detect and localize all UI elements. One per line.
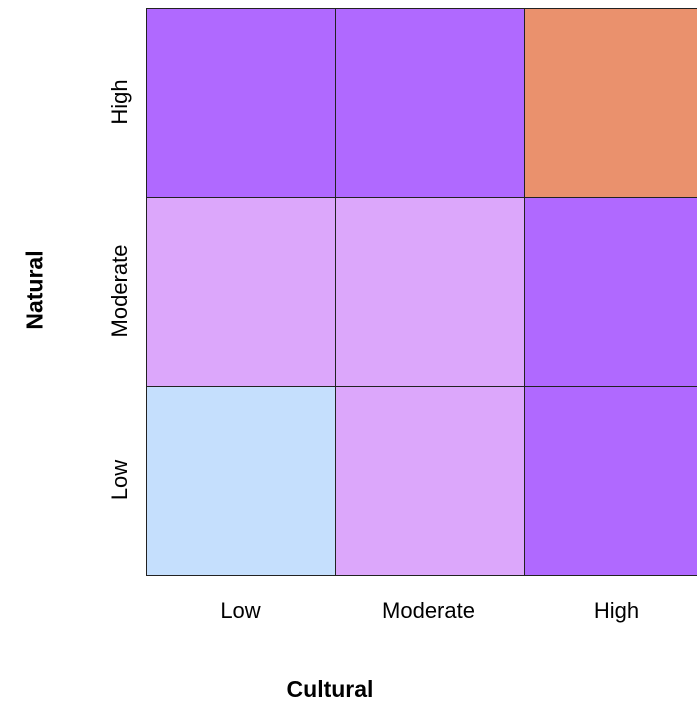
heatmap-cell-natural-moderate-cultural-high [524,197,697,387]
heatmap-cell-natural-low-cultural-high [524,386,697,576]
heatmap-cell-natural-moderate-cultural-moderate [335,197,525,387]
x-tick-low: Low [220,598,261,623]
x-axis-label: Cultural [286,676,374,702]
heatmap-cell-natural-low-cultural-low [146,386,336,576]
y-tick-low: Low [107,459,132,501]
y-axis-label: Natural [21,250,48,330]
heatmap-grid [146,8,697,576]
heatmap-cell-natural-moderate-cultural-low [146,197,336,387]
y-tick-moderate: Moderate [107,244,132,338]
heatmap-cell-natural-high-cultural-moderate [335,8,525,198]
x-tick-high: High [593,598,640,623]
heatmap-cell-natural-high-cultural-low [146,8,336,198]
y-tick-high: High [107,79,132,125]
heatmap-cell-natural-low-cultural-moderate [335,386,525,576]
x-tick-moderate: Moderate [382,598,475,623]
heatmap-cell-natural-high-cultural-high [524,8,697,198]
